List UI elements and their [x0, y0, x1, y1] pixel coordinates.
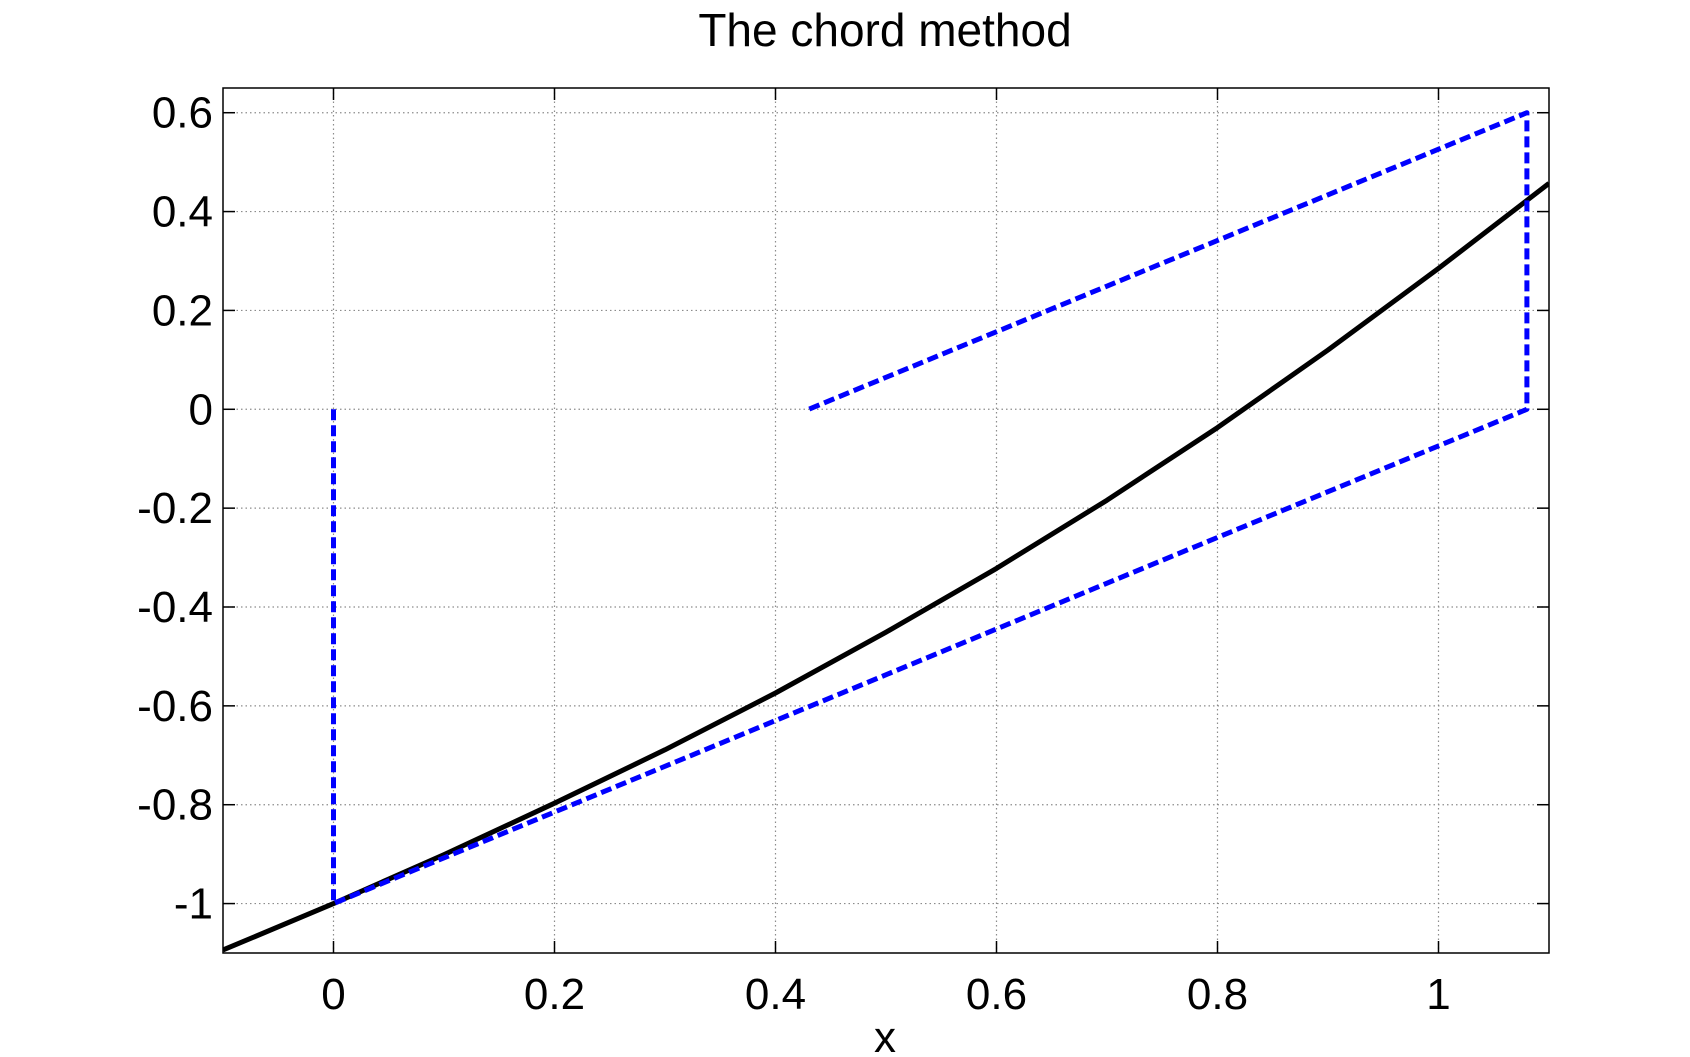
x-tick-labels: 0 0.2 0.4 0.6 0.8 1: [321, 970, 1450, 1019]
y-tick-label: -0.8: [137, 781, 213, 830]
y-tick-label: 0: [189, 385, 213, 434]
y-tick-label: 0.4: [152, 188, 213, 237]
x-tick-label: 0: [321, 970, 345, 1019]
x-tick-label: 1: [1426, 970, 1450, 1019]
y-tick-label: -1: [174, 880, 213, 929]
x-axis-label: x: [874, 1013, 896, 1057]
axis-ticks: [223, 88, 1549, 953]
x-tick-label: 0.8: [1187, 970, 1248, 1019]
x-tick-label: 0.4: [745, 970, 806, 1019]
y-tick-label: -0.2: [137, 484, 213, 533]
grid-lines: [223, 88, 1549, 953]
y-tick-label: 0.6: [152, 89, 213, 138]
function-curve: [223, 181, 1549, 953]
plot-frame: [222, 87, 1550, 954]
y-tick-label: -0.4: [137, 583, 213, 632]
y-tick-label: 0.2: [152, 286, 213, 335]
y-tick-labels: -1 -0.8 -0.6 -0.4 -0.2 0 0.2 0.4 0.6: [137, 89, 213, 929]
chord-iteration-path: [331, 110, 1530, 907]
x-tick-label: 0.6: [966, 970, 1027, 1019]
y-tick-label: -0.6: [137, 682, 213, 731]
series-lines: [223, 110, 1549, 953]
chart-title: The chord method: [698, 4, 1071, 56]
plot-area: [223, 88, 1549, 953]
x-tick-label: 0.2: [524, 970, 585, 1019]
